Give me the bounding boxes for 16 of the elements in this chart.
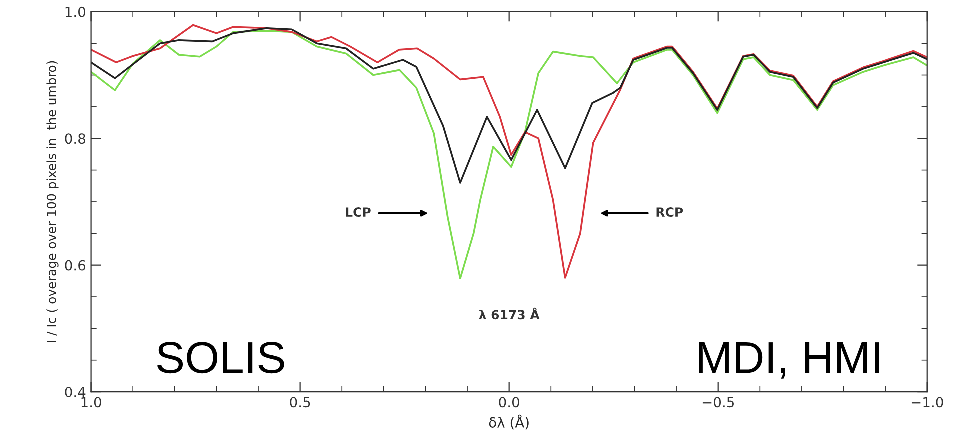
y-axis-title: I / Ic ( overage over 100 pixels in the umbro)	[46, 61, 59, 342]
annotation: RCP	[656, 208, 684, 218]
y-tick-label: 0.4	[65, 387, 86, 398]
annotation: SOLIS	[157, 342, 284, 374]
x-tick-label: −0.5	[702, 397, 734, 408]
x-tick-label: 1.0	[82, 397, 102, 408]
annotation: MDI, HMI	[699, 342, 880, 379]
annotation: λ 6173 Å	[479, 308, 540, 320]
annotation: LCP	[346, 208, 371, 218]
x-tick-label: 0.0	[499, 397, 520, 408]
x-tick-label: 0.5	[290, 397, 310, 408]
y-tick-label: 0.6	[65, 260, 86, 271]
x-tick-label: −1.0	[912, 397, 944, 408]
x-axis-title: δλ (Å)	[489, 414, 529, 430]
y-tick-label: 0.8	[65, 134, 86, 144]
y-tick-label: 1.0	[66, 6, 86, 18]
